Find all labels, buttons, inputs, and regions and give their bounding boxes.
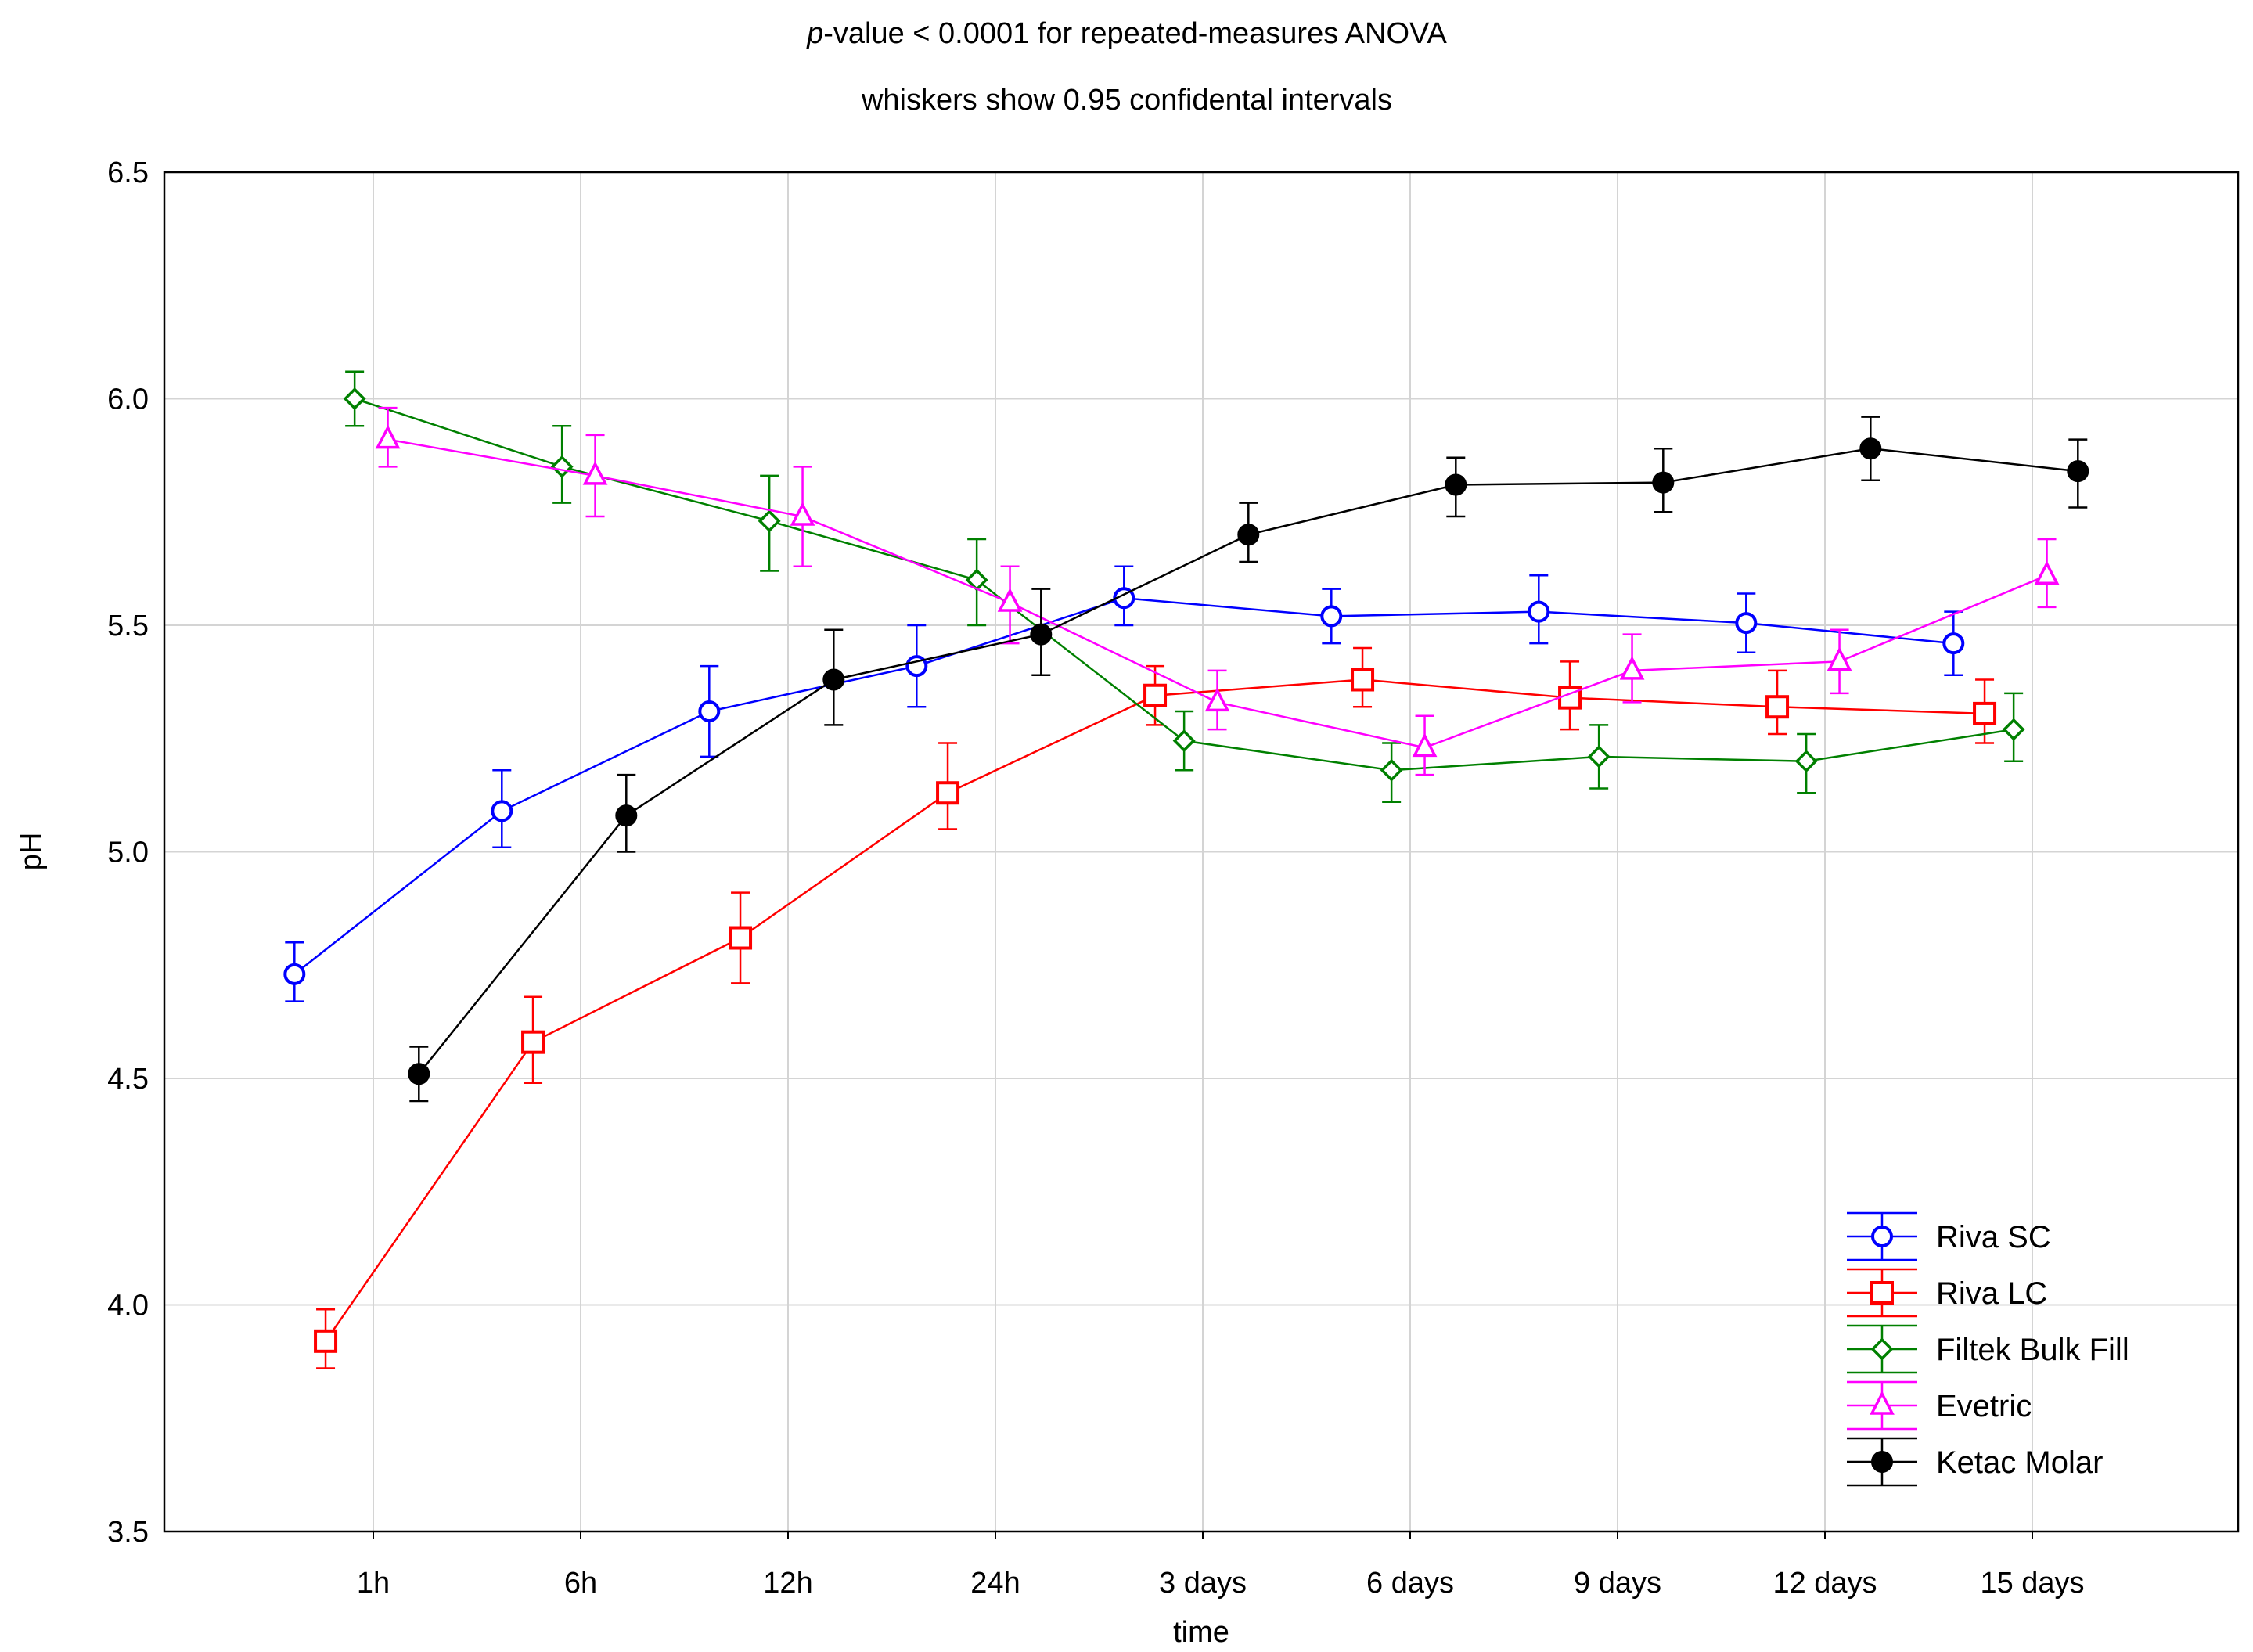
legend-item-0: Riva SC xyxy=(1847,1211,2051,1261)
series-2-point-0 xyxy=(343,387,366,410)
chart-title: p-value < 0.0001 for repeated-measures A… xyxy=(806,17,1447,50)
legend: Riva SC Riva LC Filtek Bulk Fill Evetric Ket… xyxy=(1847,1211,2129,1487)
series-2-point-8 xyxy=(2002,718,2025,741)
legend-marker xyxy=(1870,1337,1894,1361)
series-4-point-7 xyxy=(1859,437,1882,460)
series-4-point-4 xyxy=(1237,524,1260,546)
series-3-point-3 xyxy=(997,588,1023,612)
series-3 xyxy=(375,406,2060,776)
x-tick-label-4: 3 days xyxy=(1159,1567,1247,1600)
series-1 xyxy=(314,646,1997,1369)
series-0-point-7 xyxy=(1735,612,1758,635)
series-0-point-5 xyxy=(1320,605,1343,628)
legend-item-4: Ketac Molar xyxy=(1847,1437,2103,1487)
grid-layer xyxy=(164,172,2238,1531)
x-tick-label-6: 9 days xyxy=(1574,1567,1661,1600)
series-4-point-0 xyxy=(408,1063,430,1085)
x-axis-label: time xyxy=(1173,1616,1229,1649)
legend-label: Ketac Molar xyxy=(1936,1445,2103,1480)
series-1-point-8 xyxy=(1973,701,1997,725)
series-3-point-2 xyxy=(790,502,815,526)
series-4-point-8 xyxy=(2067,460,2089,483)
legend-label: Filtek Bulk Fill xyxy=(1936,1333,2129,1367)
y-axis-label: pH xyxy=(15,833,48,871)
series-2-point-5 xyxy=(1380,758,1403,782)
series-1-point-1 xyxy=(521,1030,545,1054)
series-layer xyxy=(283,370,2089,1369)
series-1-point-2 xyxy=(729,926,753,950)
y-tick-label-6: 3.5 xyxy=(107,1516,149,1549)
series-0 xyxy=(283,565,1965,1002)
legend-item-2: Filtek Bulk Fill xyxy=(1847,1324,2129,1374)
series-1-point-3 xyxy=(936,781,960,805)
legend-marker xyxy=(1870,1281,1894,1305)
plot-frame xyxy=(163,171,2240,1533)
series-4-point-2 xyxy=(822,668,845,691)
legend-marker xyxy=(1871,1226,1893,1247)
legend-label: Riva LC xyxy=(1936,1276,2047,1311)
legend-label: Evetric xyxy=(1936,1389,2032,1423)
x-tick-label-8: 15 days xyxy=(1980,1567,2084,1600)
x-tick-label-7: 12 days xyxy=(1773,1567,1877,1600)
series-4-point-5 xyxy=(1445,473,1467,496)
series-4 xyxy=(408,416,2089,1103)
y-tick-label-5: 4.0 xyxy=(107,1290,149,1323)
chart-title-italic: p xyxy=(806,17,823,50)
y-tick-label-4: 4.5 xyxy=(107,1063,149,1096)
chart-title-rest: -value < 0.0001 for repeated-measures AN… xyxy=(823,17,1447,50)
legend-marker xyxy=(1870,1391,1895,1415)
series-3-point-0 xyxy=(375,424,401,449)
series-0-point-1 xyxy=(491,800,513,822)
x-tick-label-3: 24h xyxy=(970,1567,1020,1600)
series-0-point-6 xyxy=(1528,600,1550,623)
legend-marker xyxy=(1871,1451,1893,1473)
legend-item-1: Riva LC xyxy=(1847,1268,2047,1318)
y-tick-label-0: 6.5 xyxy=(107,157,149,189)
chart-subtitle: whiskers show 0.95 confidental intervals xyxy=(861,84,1392,117)
x-tick-label-1: 6h xyxy=(564,1567,597,1600)
series-1-point-7 xyxy=(1765,695,1790,719)
series-4-point-3 xyxy=(1030,623,1053,646)
axis-layer: 6.5 6.0 5.5 5.0 4.5 4.0 3.5 1h 6h 12h 24h 3 days 6 d… xyxy=(107,157,2240,1600)
series-1-point-0 xyxy=(314,1329,338,1353)
series-1-point-5 xyxy=(1351,668,1375,692)
x-tick-label-2: 12h xyxy=(763,1567,812,1600)
series-4-point-6 xyxy=(1652,471,1675,494)
y-tick-label-3: 5.0 xyxy=(107,837,149,869)
series-4-point-1 xyxy=(615,804,638,827)
legend-item-3: Evetric xyxy=(1847,1380,2032,1431)
series-0-point-2 xyxy=(698,700,721,723)
y-tick-label-2: 5.5 xyxy=(107,610,149,642)
series-2-point-1 xyxy=(550,455,574,478)
x-tick-label-0: 1h xyxy=(357,1567,390,1600)
series-3-point-1 xyxy=(582,461,608,485)
series-3-point-4 xyxy=(1204,687,1230,712)
series-3-point-6 xyxy=(1619,656,1645,680)
series-1-line xyxy=(325,678,1985,1342)
y-tick-label-1: 6.0 xyxy=(107,383,149,416)
series-2-point-4 xyxy=(1172,729,1196,753)
series-3-point-5 xyxy=(1412,732,1438,758)
series-2-point-2 xyxy=(758,509,781,533)
series-2-point-6 xyxy=(1587,745,1611,768)
series-0-point-8 xyxy=(1942,632,1965,655)
series-1-point-4 xyxy=(1143,683,1168,707)
series-2-point-7 xyxy=(1794,750,1818,773)
series-2 xyxy=(343,370,2025,804)
series-3-point-7 xyxy=(1827,646,1852,671)
series-3-point-8 xyxy=(2034,560,2060,585)
legend-label: Riva SC xyxy=(1936,1220,2051,1254)
x-tick-label-5: 6 days xyxy=(1366,1567,1454,1600)
series-0-point-0 xyxy=(283,963,306,985)
